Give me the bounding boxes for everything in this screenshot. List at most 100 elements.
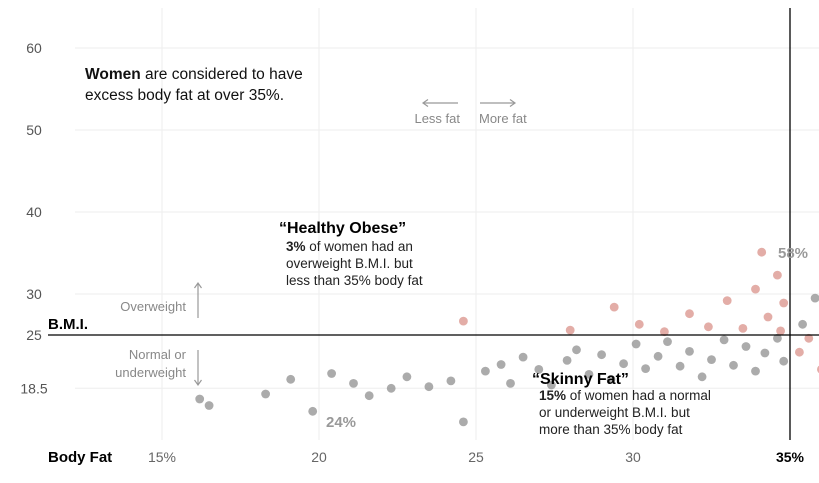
data-point-normal-low-fat [663,337,672,346]
data-point-normal-low-fat [597,350,606,360]
data-point-normal-low-fat [719,335,729,345]
data-point-normal-low-fat [364,391,374,401]
skinny-fat-line-2: or underweight B.M.I. but [539,405,690,420]
intro-bold: Women [85,66,141,83]
healthy-obese-line-2: overweight B.M.I. but [286,256,413,271]
data-point-healthy-obese [459,316,468,326]
data-point-normal-low-fat [261,389,270,399]
y-tick-label: 50 [26,122,42,138]
overweight-label: Overweight [120,299,186,314]
data-point-normal-low-fat [675,361,685,371]
data-point-normal-low-fat [641,364,650,373]
data-point-normal-low-fat [402,372,412,382]
data-point-normal-low-fat [707,355,716,364]
y-tick-label: 60 [26,40,42,56]
data-point-normal-low-fat [195,394,205,404]
obese-percent: 58% [778,245,808,262]
x-tick-label: 20 [311,449,327,465]
data-point-normal-low-fat [386,383,396,393]
data-point-healthy-obese [773,270,782,280]
intro-line-1: Women are considered to have [85,66,303,83]
data-point-normal-low-fat [685,347,694,356]
y-tick-labels: 18.5 25 30 40 50 60 [20,40,47,396]
data-point-normal-low-fat [631,339,641,349]
skinny-fat-title: “Skinny Fat” [532,371,629,388]
more-fat-label: More fat [479,111,527,126]
data-point-overweight-high-fat [798,319,807,329]
data-point-normal-low-fat [584,370,594,379]
data-point-healthy-obese [565,325,575,335]
data-point-normal-low-fat [572,345,581,355]
data-point-normal-low-fat [547,380,556,390]
healthy-obese-line-3: less than 35% body fat [286,273,423,288]
x-axis-title: Body Fat [48,449,112,466]
less-fat-label: Less fat [414,111,460,126]
y-tick-label: 25 [26,327,42,343]
data-point-healthy-obese [738,324,748,333]
y-tick-label: 18.5 [20,380,47,396]
data-point-skinny-fat [795,347,804,357]
normal-label-line-1: Normal or [129,347,187,362]
data-point-normal-low-fat [204,401,214,410]
x-tick-label: 35% [776,449,805,465]
data-point-normal-low-fat [751,366,760,376]
less-fat-arrow-icon [421,99,458,107]
skinny-fat-line-1: 15% of women had a normal [539,388,711,403]
data-point-normal-low-fat [308,406,318,416]
data-point-normal-low-fat [446,376,456,386]
data-point-normal-low-fat [606,374,616,384]
data-point-normal-low-fat [424,382,434,392]
data-point-normal-low-fat [760,348,770,358]
data-point-normal-low-fat [518,352,528,362]
normal-label-line-2: underweight [115,365,186,380]
normal-low-fat-percent: 24% [326,414,356,431]
data-point-skinny-fat [804,333,814,343]
y-tick-label: 30 [26,286,42,302]
data-point-normal-low-fat [286,374,296,384]
data-point-normal-low-fat [779,356,789,366]
x-tick-label: 30 [625,449,641,465]
data-point-normal-low-fat [619,359,628,369]
data-point-healthy-obese [776,326,785,336]
data-point-healthy-obese [751,284,760,294]
data-point-normal-low-fat [459,417,468,427]
data-point-healthy-obese [722,296,732,305]
down-arrow-icon [194,350,202,387]
healthy-obese-line-1-rest: of women had an [306,239,413,254]
healthy-obese-line-1: 3% of women had an [286,239,413,254]
data-point-normal-low-fat [506,379,515,388]
data-point-healthy-obese [634,319,644,329]
y-tick-label: 40 [26,204,42,220]
up-arrow-icon [194,281,202,318]
more-fat-arrow-icon [480,99,517,107]
data-point-normal-low-fat [327,369,336,378]
data-point-healthy-obese [685,309,694,319]
data-point-normal-low-fat [697,372,707,382]
threshold-axes [48,8,819,440]
data-points [195,247,819,427]
data-point-normal-low-fat [653,351,663,361]
x-tick-label: 15% [148,449,176,465]
data-point-normal-low-fat [496,360,506,369]
x-tick-label: 25 [468,449,484,465]
data-point-healthy-obese [660,327,669,337]
data-point-normal-low-fat [349,379,358,388]
skinny-fat-pct: 15% [539,388,566,403]
data-point-healthy-obese [704,322,713,332]
healthy-obese-title: “Healthy Obese” [279,220,406,237]
data-point-healthy-obese [763,312,773,322]
data-point-normal-low-fat [481,366,490,376]
data-point-normal-low-fat [773,333,782,343]
data-point-normal-low-fat [729,360,738,370]
y-axis-title: B.M.I. [48,316,88,333]
intro-line-1-rest: are considered to have [141,66,303,83]
data-point-normal-low-fat [741,342,751,351]
data-point-healthy-obese [757,247,767,257]
data-point-normal-low-fat [534,365,544,374]
skinny-fat-line-1-rest: of women had a normal [566,388,711,403]
skinny-fat-line-3: more than 35% body fat [539,422,683,437]
intro-line-2: excess body fat at over 35%. [85,87,284,104]
data-point-healthy-obese [609,302,619,312]
